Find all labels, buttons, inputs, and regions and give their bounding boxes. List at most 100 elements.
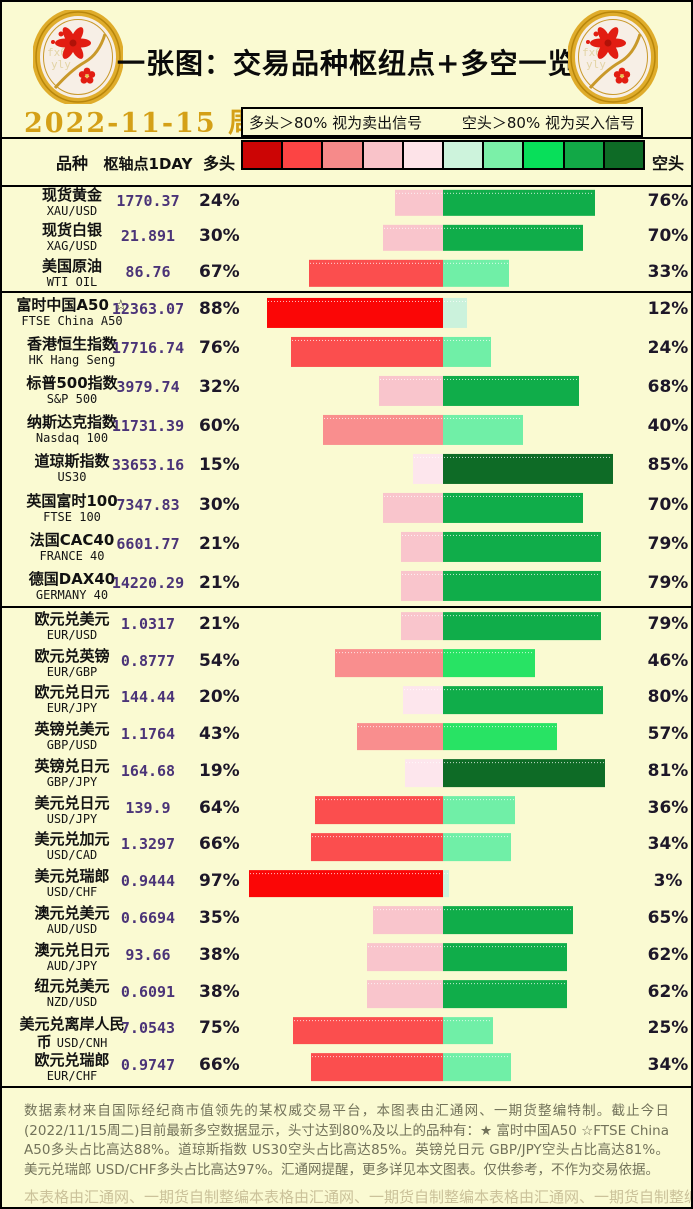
- short-percent: 79%: [647, 533, 689, 554]
- short-percent: 76%: [647, 191, 689, 211]
- short-bar: [443, 224, 583, 252]
- scale-cell: [524, 142, 565, 168]
- instrument-symbol: FTSE 100: [43, 509, 101, 524]
- table-row: 澳元兑日元 AUD/JPY 93.66 38% 62%: [2, 939, 691, 976]
- instrument-cell: 欧元兑美元 EUR/USD: [8, 608, 136, 645]
- pivot-value: 12363.07: [111, 299, 185, 318]
- section-commodities: 现货黄金 XAU/USD 1770.37 24% 76% 现货白银 XAG/USD 21.89…: [2, 185, 691, 293]
- instrument-cell: 纳斯达克指数 Nasdaq 100: [8, 410, 136, 449]
- long-bar: [249, 869, 443, 898]
- instrument-name: 欧元兑日元: [34, 683, 110, 702]
- pivot-value: 6601.77: [116, 534, 180, 553]
- short-percent: 79%: [647, 572, 689, 593]
- instrument-name: 标普500指数: [26, 374, 118, 393]
- short-bar: [443, 414, 523, 445]
- table-row: 美国原油 WTI OIL 86.76 67% 33%: [2, 256, 691, 291]
- long-percent: 60%: [199, 416, 240, 437]
- instrument-name: 英国富时100: [26, 491, 118, 510]
- short-percent: 3%: [653, 871, 683, 892]
- table-row: 香港恒生指数 HK Hang Seng 17716.74 76% 24%: [2, 332, 691, 371]
- pivot-value: 1.1764: [120, 725, 176, 744]
- instrument-cell: 道琼斯指数 US30: [8, 449, 136, 488]
- long-bar: [357, 722, 443, 751]
- instrument-symbol: S&P 500: [46, 392, 98, 407]
- table-row: 道琼斯指数 US30 33653.16 15% 85%: [2, 449, 691, 488]
- table-row: 美元兑瑞郎 USD/CHF 0.9444 97% 3%: [2, 865, 691, 902]
- table-row: 英镑兑美元 GBP/USD 1.1764 43% 57%: [2, 718, 691, 755]
- long-bar: [373, 906, 443, 935]
- short-percent: 70%: [647, 494, 689, 515]
- instrument-name: 英镑兑日元: [34, 756, 110, 775]
- instrument-name: 欧元兑瑞郎: [34, 1050, 110, 1069]
- svg-text:yly: yly: [586, 58, 606, 71]
- long-percent: 54%: [199, 650, 240, 671]
- short-bar: [443, 336, 491, 367]
- instrument-cell: 欧元兑英镑 EUR/GBP: [8, 645, 136, 682]
- short-bar: [443, 943, 567, 972]
- short-percent: 34%: [647, 1055, 689, 1076]
- section-indices: 富时中国A50 ☆ FTSE China A50 12363.07 88% 12% 香港恒…: [2, 293, 691, 608]
- section-forex: 欧元兑美元 EUR/USD 1.0317 21% 79% 欧元兑英镑 EUR/GBP 0.87…: [2, 608, 691, 1088]
- short-bar: [443, 1016, 493, 1045]
- instrument-symbol: NZD/USD: [46, 995, 98, 1010]
- scale-cell: [323, 142, 364, 168]
- instrument-cell: 欧元兑瑞郎 EUR/CHF: [8, 1049, 136, 1086]
- short-bar: [443, 189, 595, 216]
- short-percent: 70%: [647, 226, 689, 247]
- table-row: 富时中国A50 ☆ FTSE China A50 12363.07 88% 12%: [2, 293, 691, 332]
- long-percent: 35%: [199, 907, 240, 928]
- short-bar: [443, 1053, 511, 1082]
- short-bar: [443, 722, 557, 751]
- long-bar: [323, 414, 443, 445]
- color-scale: [241, 140, 645, 170]
- table-row: 法国CAC40 FRANCE 40 6601.77 21% 79%: [2, 528, 691, 567]
- scale-cell: [444, 142, 485, 168]
- pivot-value: 11731.39: [111, 417, 185, 436]
- table-row: 现货黄金 XAU/USD 1770.37 24% 76%: [2, 185, 691, 220]
- short-percent: 80%: [647, 687, 689, 708]
- long-bar: [315, 796, 443, 824]
- short-bar: [443, 980, 567, 1008]
- short-bar: [443, 869, 449, 898]
- instrument-name: 美元兑瑞郎: [34, 867, 110, 886]
- long-bar: [401, 571, 443, 602]
- long-percent: 75%: [199, 1018, 240, 1039]
- long-bar: [291, 336, 443, 367]
- scale-cell: [283, 142, 324, 168]
- pivot-value: 3979.74: [116, 378, 180, 397]
- instrument-cell: 英镑兑日元 GBP/JPY: [8, 755, 136, 792]
- scale-cell: [363, 142, 404, 168]
- pivot-value: 21.891: [120, 227, 176, 246]
- long-percent: 38%: [199, 944, 240, 965]
- instrument-symbol: AUD/JPY: [46, 958, 98, 973]
- long-percent: 21%: [199, 572, 240, 593]
- short-percent: 46%: [647, 650, 689, 671]
- long-bar: [293, 1016, 443, 1045]
- long-bar: [405, 759, 443, 788]
- instrument-symbol: USD/CHF: [46, 885, 98, 900]
- short-percent: 62%: [647, 981, 689, 1002]
- short-percent: 62%: [647, 944, 689, 965]
- short-percent: 33%: [647, 261, 689, 282]
- gold-coin-icon: fx678 yly: [33, 10, 123, 104]
- long-percent: 66%: [199, 834, 240, 855]
- long-percent: 21%: [199, 533, 240, 554]
- pivot-value: 1.0317: [120, 614, 176, 633]
- pivot-value: 17716.74: [111, 339, 185, 358]
- scale-cell: [604, 142, 644, 168]
- long-percent: 38%: [199, 981, 240, 1002]
- instrument-cell: 法国CAC40 FRANCE 40: [8, 528, 136, 567]
- long-bar: [383, 224, 443, 252]
- long-percent: 21%: [199, 613, 240, 634]
- long-percent: 43%: [199, 724, 240, 745]
- pivot-value: 0.6091: [120, 982, 176, 1001]
- pivot-value: 0.9747: [120, 1056, 176, 1075]
- table-row: 现货白银 XAG/USD 21.891 30% 70%: [2, 220, 691, 255]
- pivot-value: 1770.37: [116, 192, 180, 210]
- table-row: 美元兑加元 USD/CAD 1.3297 66% 34%: [2, 828, 691, 865]
- instrument-name: 美国原油: [41, 256, 102, 275]
- short-percent: 65%: [647, 907, 689, 928]
- instrument-symbol: EUR/GBP: [46, 664, 98, 679]
- instrument-cell: 美元兑加元 USD/CAD: [8, 828, 136, 865]
- instrument-symbol: HK Hang Seng: [28, 353, 116, 368]
